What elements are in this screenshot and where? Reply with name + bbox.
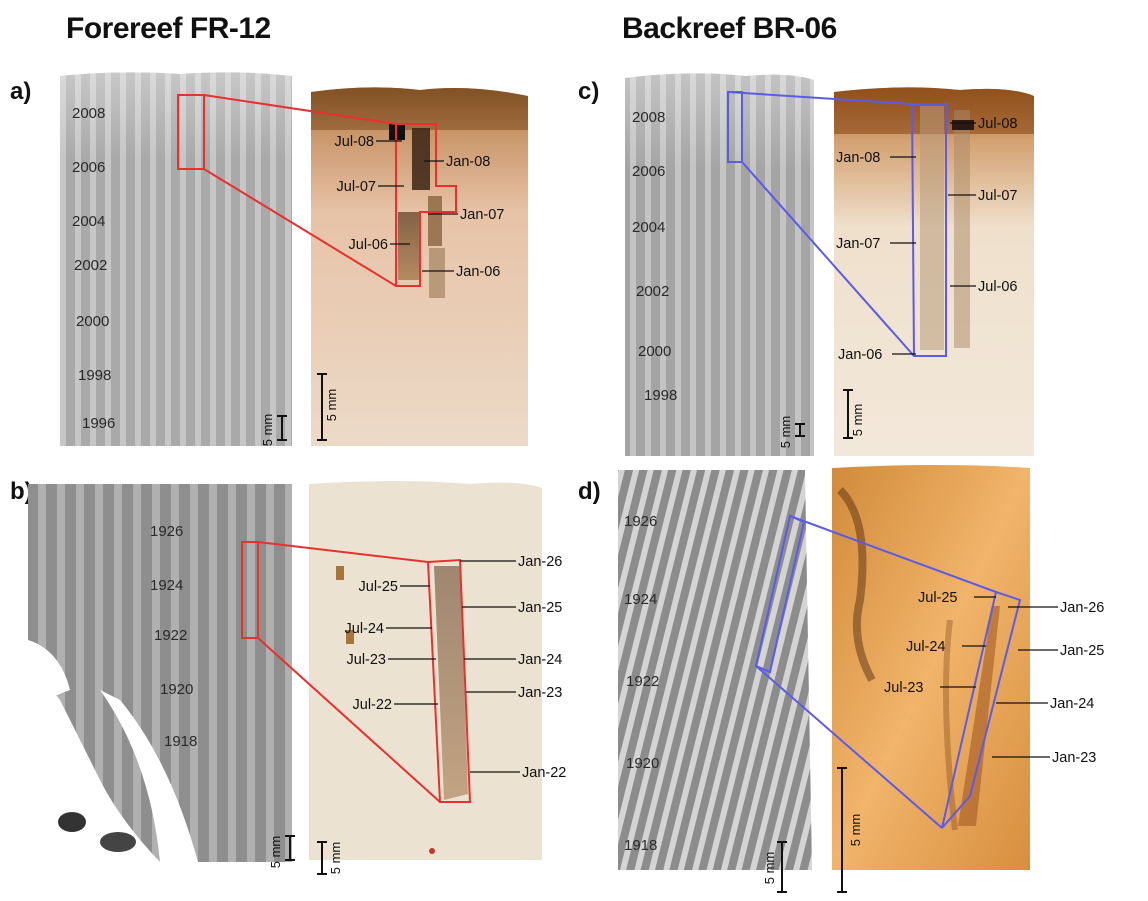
scale-bar-label: 5 mm xyxy=(324,389,339,422)
scale-bar-label: 5 mm xyxy=(260,414,275,447)
month-label: Jul-07 xyxy=(337,179,377,195)
month-label: Jul-07 xyxy=(978,188,1018,204)
panel-d-month-labels: Jul-25 Jul-24 Jul-23 Jan-26 Jan-25 Jan-24 Jan-… xyxy=(884,590,1104,766)
panel-d-year-labels: 1926 1924 1922 1920 1918 xyxy=(624,513,659,854)
month-label: Jan-06 xyxy=(838,347,882,363)
year-label: 1998 xyxy=(78,367,111,384)
panel-c-letter: c) xyxy=(578,78,600,105)
scale-bars: 5 mm 5 mm 5 mm 5 mm 5 mm 5 mm 5 mm 5 mm xyxy=(260,373,865,893)
year-label: 2000 xyxy=(638,343,671,360)
panel-c-zoom-outline xyxy=(727,91,947,357)
scale-bar-label: 5 mm xyxy=(268,836,283,869)
panel-d-zoom-outline xyxy=(754,514,1022,829)
month-label: Jan-25 xyxy=(1060,643,1104,659)
year-label: 1918 xyxy=(624,837,657,854)
panel-a-month-labels: Jul-08 Jul-07 Jul-06 Jan-08 Jan-07 Jan-06 xyxy=(335,134,505,280)
year-label: 1918 xyxy=(164,733,197,750)
panel-a-xray-image xyxy=(60,72,292,447)
year-label: 1998 xyxy=(644,387,677,404)
panel-c-xray-image xyxy=(625,73,814,456)
month-label: Jan-23 xyxy=(518,685,562,701)
scale-bar-label: 5 mm xyxy=(848,814,863,847)
panel-d-photo-image xyxy=(832,465,1030,870)
panel-c-month-labels: Jan-08 Jan-07 Jan-06 Jul-08 Jul-07 Jul-06 xyxy=(836,116,1018,363)
month-label: Jan-24 xyxy=(518,652,562,668)
panel-b-zoom-outline xyxy=(241,541,472,803)
panel-b-month-labels: Jul-25 Jul-24 Jul-23 Jul-22 Jan-26 Jan-25 Jan-… xyxy=(345,554,567,781)
month-label: Jan-26 xyxy=(518,554,562,570)
month-label: Jul-23 xyxy=(347,652,387,668)
month-label: Jul-24 xyxy=(906,639,946,655)
month-label: Jan-24 xyxy=(1050,696,1094,712)
year-label: 2004 xyxy=(72,213,105,230)
month-label: Jul-22 xyxy=(353,697,393,713)
panel-c-photo-image xyxy=(834,87,1034,456)
scale-bar-label: 5 mm xyxy=(328,842,343,875)
month-label: Jan-25 xyxy=(518,600,562,616)
panel-b-xray-image xyxy=(28,484,292,862)
month-label: Jan-06 xyxy=(456,264,500,280)
panel-a-year-labels: 2008 2006 2004 2002 2000 1998 1996 xyxy=(72,105,115,432)
scale-bar-label: 5 mm xyxy=(778,416,793,449)
panel-a-letter: a) xyxy=(10,78,32,105)
month-label: Jan-07 xyxy=(836,236,880,252)
scale-bar-label: 5 mm xyxy=(762,852,777,885)
year-label: 1926 xyxy=(150,523,183,540)
year-label: 1920 xyxy=(626,755,659,772)
month-label: Jan-23 xyxy=(1052,750,1096,766)
year-label: 1926 xyxy=(624,513,657,530)
panel-a-zoom-outline xyxy=(177,94,457,287)
month-label: Jul-06 xyxy=(349,237,389,253)
year-label: 1922 xyxy=(154,627,187,644)
year-label: 2002 xyxy=(636,283,669,300)
year-label: 2004 xyxy=(632,219,665,236)
month-label: Jul-25 xyxy=(918,590,958,606)
year-label: 1924 xyxy=(150,577,183,594)
year-label: 2008 xyxy=(632,109,665,126)
year-label: 1920 xyxy=(160,681,193,698)
month-label: Jul-08 xyxy=(978,116,1018,132)
year-label: 1996 xyxy=(82,415,115,432)
panel-d-xray-image xyxy=(618,470,812,870)
panel-b-photo-image xyxy=(309,481,542,860)
year-label: 1922 xyxy=(626,673,659,690)
year-label: 2000 xyxy=(76,313,109,330)
month-label: Jul-08 xyxy=(335,134,375,150)
panel-b-letter: b) xyxy=(10,478,33,505)
year-label: 2002 xyxy=(74,257,107,274)
scale-bar-label: 5 mm xyxy=(850,404,865,437)
month-label: Jul-24 xyxy=(345,621,385,637)
month-label: Jan-22 xyxy=(522,765,566,781)
backreef-title: Backreef BR-06 xyxy=(622,12,837,45)
panel-b-year-labels: 1926 1924 1922 1920 1918 xyxy=(150,523,197,750)
month-label: Jan-08 xyxy=(836,150,880,166)
month-label: Jul-06 xyxy=(978,279,1018,295)
year-label: 2006 xyxy=(632,163,665,180)
panel-d-letter: d) xyxy=(578,478,601,505)
year-label: 1924 xyxy=(624,591,657,608)
month-label: Jan-26 xyxy=(1060,600,1104,616)
month-label: Jan-07 xyxy=(460,207,504,223)
month-label: Jul-23 xyxy=(884,680,924,696)
year-label: 2008 xyxy=(72,105,105,122)
year-label: 2006 xyxy=(72,159,105,176)
month-label: Jul-25 xyxy=(359,579,399,595)
forereef-title: Forereef FR-12 xyxy=(66,12,271,45)
month-label: Jan-08 xyxy=(446,154,490,170)
panel-c-year-labels: 2008 2006 2004 2002 2000 1998 xyxy=(632,109,677,404)
